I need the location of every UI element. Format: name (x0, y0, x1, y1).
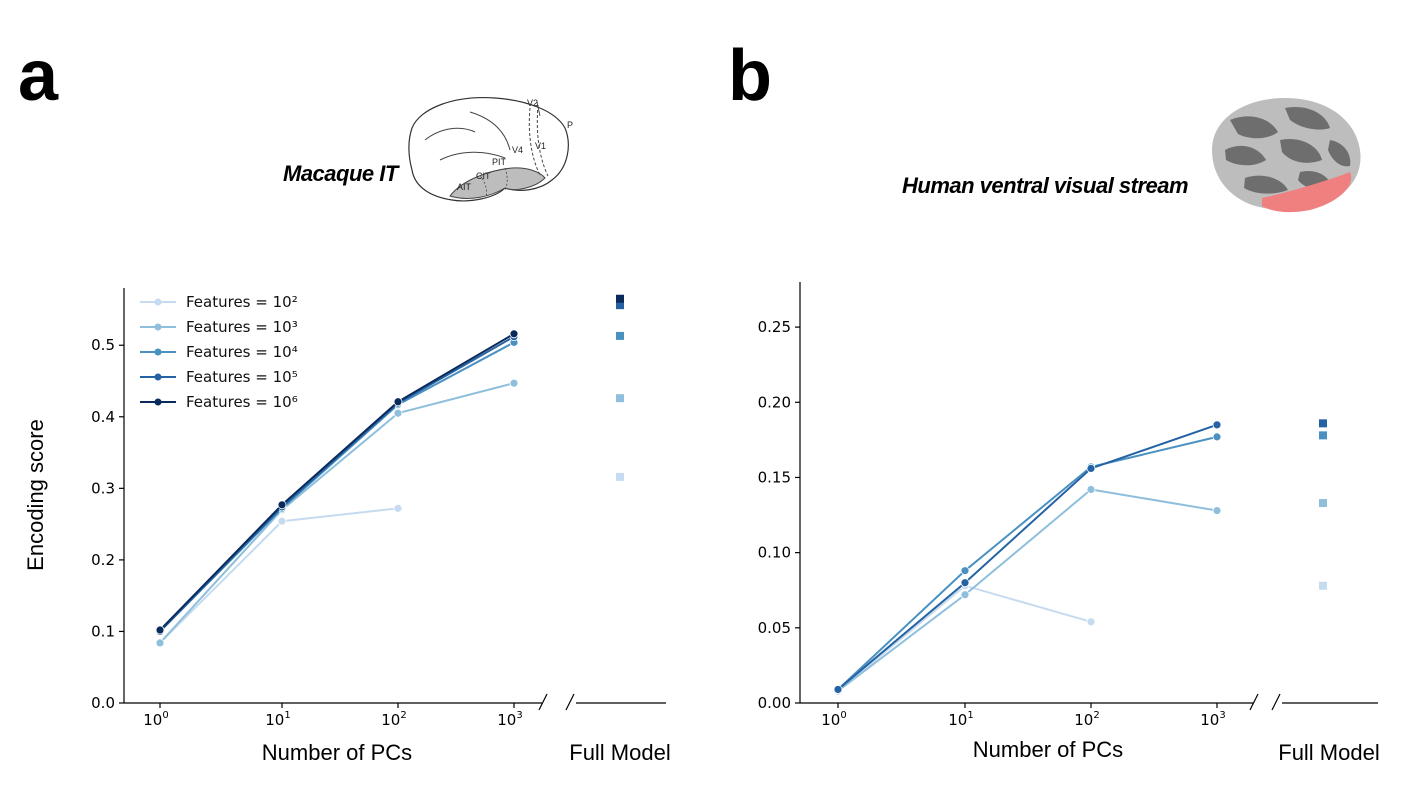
chart-b-axis-break-left (1249, 693, 1259, 711)
chart-b-data-point (1212, 506, 1222, 515)
brain-label-v2: V2 (527, 98, 538, 108)
chart-b-data-point (960, 590, 970, 600)
legend-entry-label: Features = 10² (186, 293, 298, 311)
panel-letter-a: a (18, 36, 59, 116)
chart-a-ytick-label: 0.1 (91, 622, 115, 640)
legend-entry-label: Features = 10³ (186, 318, 298, 336)
ventral-stream-highlight (1262, 172, 1352, 213)
human-brain-illustration (1212, 98, 1361, 213)
chart-a-full-model-point (616, 331, 624, 340)
legend-marker (154, 373, 162, 381)
chart-a-full-model-point (616, 294, 624, 303)
chart-a-full-model-point (616, 301, 624, 310)
legend-entry-label: Features = 10⁵ (186, 368, 298, 386)
chart-b-ytick-label: 0.00 (758, 694, 791, 712)
chart-a-data-point (155, 638, 165, 648)
brain-label-cit: CIT (476, 171, 491, 181)
chart-b-full-model-point (1319, 581, 1327, 590)
chart-b-data-point (960, 578, 970, 588)
chart-b-ytick-label: 0.15 (758, 468, 791, 486)
chart-b-data-point (833, 685, 843, 694)
chart-a-series-line-1 (159, 507, 399, 644)
chart-b-xtick-label: 100 (821, 710, 846, 729)
chart-b-series-line-4 (837, 423, 1218, 691)
chart-a-series-line-2 (159, 382, 515, 644)
chart-a-series-line-4 (159, 335, 515, 633)
chart-a-xtick-label: 101 (265, 710, 290, 729)
brain-label-pit: PIT (492, 157, 507, 167)
chart-b-data-point (1086, 617, 1096, 627)
brain-label-v1: V1 (535, 141, 546, 151)
chart-a-data-point (393, 503, 403, 513)
chart-b-xtick-label: 103 (1200, 710, 1225, 729)
chart-b-data-point (1212, 432, 1222, 442)
legend-marker (154, 348, 162, 356)
chart-b-full-model-point (1319, 499, 1327, 508)
brain-label-ait: AIT (457, 182, 472, 192)
legend-marker (154, 398, 162, 406)
chart-a-ytick-label: 0.5 (91, 336, 115, 354)
chart-a-data-point (509, 378, 519, 388)
chart-b-series-line-2 (837, 488, 1218, 692)
chart-a-data-point (393, 397, 403, 407)
chart-b-series-line-3 (837, 435, 1218, 691)
chart-b: 0.00 0.05 0.10 0.15 0.20 0.25 100 101 102 103 Nu… (758, 282, 1380, 765)
subtitle-macaque-it: Macaque IT (283, 161, 400, 186)
chart-b-xlabel: Number of PCs (973, 737, 1123, 762)
chart-a-data-point (155, 625, 165, 635)
legend-entry-label: Features = 10⁴ (186, 343, 298, 361)
chart-a-ytick-label: 0.2 (91, 551, 115, 569)
chart-b-data-point (960, 566, 970, 576)
chart-b-data-point (1212, 420, 1222, 430)
subtitle-human-ventral: Human ventral visual stream (902, 173, 1188, 198)
chart-b-ytick-label: 0.25 (758, 318, 791, 336)
chart-a-full-model-point (616, 394, 624, 403)
chart-a-data-point (277, 500, 287, 510)
chart-a-legend: Features = 10² Features = 10³ Features = 1… (140, 293, 298, 411)
chart-a-xtick-label: 100 (143, 710, 168, 729)
chart-b-xtick-label: 101 (948, 710, 973, 729)
chart-a-xtick-label: 103 (497, 710, 522, 729)
chart-a-full-model-point (616, 472, 624, 481)
chart-a-ytick-label: 0.3 (91, 479, 115, 497)
legend-marker (154, 323, 162, 331)
chart-b-series-line-1 (837, 584, 1092, 692)
panel-letter-b: b (728, 36, 772, 116)
chart-a: 0.0 0.1 0.2 0.3 0.4 0.5 100 101 102 103 Features… (23, 288, 671, 765)
macaque-brain-illustration: V2 P V4 V1 PIT CIT AIT (408, 96, 573, 202)
chart-b-full-model-point (1319, 431, 1327, 440)
chart-a-ylabel: Encoding score (23, 419, 48, 571)
chart-b-ytick-label: 0.05 (758, 619, 791, 637)
chart-a-xtick-label: 102 (381, 710, 406, 729)
chart-b-xtick-label: 102 (1074, 710, 1099, 729)
chart-a-ytick-label: 0.0 (91, 694, 115, 712)
brain-label-v4: V4 (512, 145, 523, 155)
chart-a-data-point (277, 516, 287, 526)
chart-a-axis-break-right (565, 693, 575, 711)
chart-b-axis-break-right (1271, 693, 1281, 711)
chart-b-full-model-point (1319, 419, 1327, 428)
chart-a-axis-break-left (538, 693, 548, 711)
brain-label-p: P (567, 120, 573, 130)
chart-b-ytick-label: 0.10 (758, 544, 791, 562)
chart-b-data-point (1086, 464, 1096, 473)
chart-b-ytick-label: 0.20 (758, 393, 791, 411)
legend-entry-label: Features = 10⁶ (186, 393, 298, 411)
legend-marker (154, 298, 162, 306)
chart-a-series-line-5 (159, 332, 515, 631)
chart-a-data-point (393, 408, 403, 418)
chart-b-full-model-label: Full Model (1278, 740, 1379, 765)
chart-a-ytick-label: 0.4 (91, 408, 115, 426)
chart-a-full-model-label: Full Model (569, 740, 670, 765)
chart-b-data-point (1086, 485, 1096, 494)
chart-a-data-point (509, 329, 519, 339)
chart-a-xlabel: Number of PCs (262, 740, 412, 765)
